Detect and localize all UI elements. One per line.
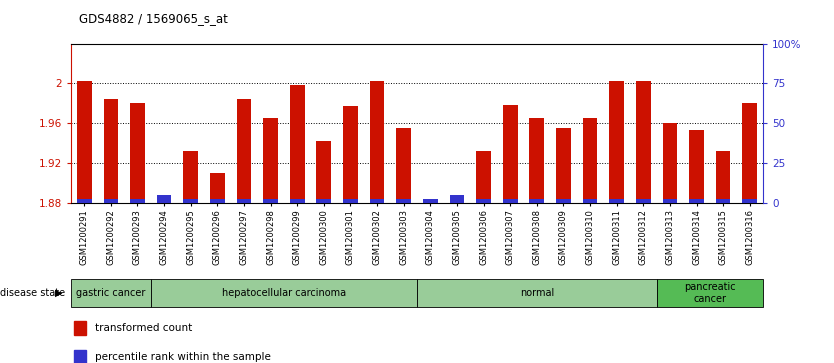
Bar bbox=[103, 199, 118, 203]
Bar bbox=[157, 195, 172, 203]
Bar bbox=[316, 199, 331, 203]
Bar bbox=[423, 199, 438, 203]
Bar bbox=[450, 200, 465, 203]
Bar bbox=[689, 130, 704, 203]
Bar bbox=[210, 173, 224, 203]
Bar bbox=[183, 151, 198, 203]
Bar bbox=[183, 199, 198, 203]
Bar bbox=[264, 118, 278, 203]
Text: normal: normal bbox=[520, 288, 554, 298]
Bar bbox=[503, 105, 518, 203]
Bar bbox=[237, 199, 251, 203]
Bar bbox=[503, 199, 518, 203]
Bar bbox=[74, 321, 87, 335]
FancyBboxPatch shape bbox=[151, 279, 417, 307]
Bar bbox=[423, 201, 438, 203]
Bar bbox=[369, 199, 384, 203]
Bar bbox=[636, 199, 651, 203]
Bar bbox=[530, 118, 544, 203]
Bar bbox=[556, 199, 570, 203]
Bar bbox=[316, 141, 331, 203]
FancyBboxPatch shape bbox=[417, 279, 656, 307]
Bar bbox=[583, 118, 597, 203]
Bar bbox=[662, 199, 677, 203]
Text: ▶: ▶ bbox=[55, 288, 63, 298]
Bar bbox=[290, 85, 304, 203]
Bar bbox=[130, 199, 145, 203]
Bar bbox=[716, 199, 731, 203]
Bar bbox=[476, 151, 491, 203]
Bar bbox=[556, 129, 570, 203]
Bar bbox=[610, 82, 624, 203]
Bar bbox=[103, 99, 118, 203]
Bar bbox=[237, 99, 251, 203]
Bar bbox=[77, 199, 92, 203]
Bar bbox=[210, 199, 224, 203]
Bar bbox=[583, 199, 597, 203]
Text: GDS4882 / 1569065_s_at: GDS4882 / 1569065_s_at bbox=[79, 12, 229, 25]
Bar bbox=[343, 106, 358, 203]
Text: hepatocellular carcinoma: hepatocellular carcinoma bbox=[222, 288, 346, 298]
Bar bbox=[476, 199, 491, 203]
Bar bbox=[157, 201, 172, 203]
Bar bbox=[530, 199, 544, 203]
Bar bbox=[742, 199, 757, 203]
Bar bbox=[610, 199, 624, 203]
FancyBboxPatch shape bbox=[656, 279, 763, 307]
Text: transformed count: transformed count bbox=[95, 323, 193, 333]
FancyBboxPatch shape bbox=[71, 279, 151, 307]
Bar bbox=[290, 199, 304, 203]
Bar bbox=[716, 151, 731, 203]
Bar bbox=[77, 82, 92, 203]
Bar bbox=[636, 82, 651, 203]
Bar bbox=[396, 129, 411, 203]
Bar bbox=[450, 195, 465, 203]
Text: percentile rank within the sample: percentile rank within the sample bbox=[95, 352, 271, 362]
Text: gastric cancer: gastric cancer bbox=[76, 288, 145, 298]
Bar bbox=[343, 199, 358, 203]
Bar bbox=[130, 103, 145, 203]
Text: disease state: disease state bbox=[0, 288, 65, 298]
Bar bbox=[742, 103, 757, 203]
Bar bbox=[396, 199, 411, 203]
Bar bbox=[369, 82, 384, 203]
Bar bbox=[662, 123, 677, 203]
Bar bbox=[689, 199, 704, 203]
Text: pancreatic
cancer: pancreatic cancer bbox=[684, 282, 736, 304]
Bar bbox=[264, 199, 278, 203]
Bar bbox=[74, 350, 87, 363]
